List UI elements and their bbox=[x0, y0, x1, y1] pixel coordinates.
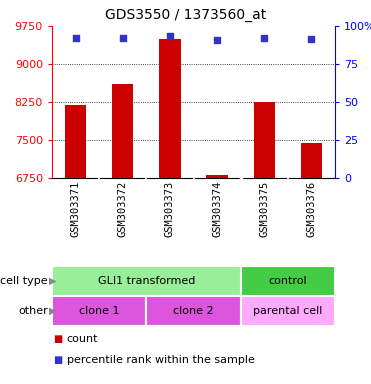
Text: clone 2: clone 2 bbox=[173, 306, 214, 316]
Bar bbox=[146, 296, 241, 326]
Text: GSM303371: GSM303371 bbox=[70, 180, 81, 237]
Bar bbox=[52, 266, 241, 296]
Text: control: control bbox=[269, 276, 307, 286]
Point bbox=[214, 36, 220, 43]
Text: ■: ■ bbox=[53, 355, 62, 365]
Bar bbox=[112, 84, 133, 178]
Text: cell type: cell type bbox=[0, 276, 48, 286]
Bar bbox=[52, 296, 146, 326]
Text: ▶: ▶ bbox=[49, 276, 56, 286]
Bar bbox=[65, 104, 86, 178]
Text: clone 1: clone 1 bbox=[79, 306, 119, 316]
Bar bbox=[301, 142, 322, 178]
Text: GSM303376: GSM303376 bbox=[306, 180, 316, 237]
Text: parental cell: parental cell bbox=[253, 306, 322, 316]
Text: GSM303375: GSM303375 bbox=[259, 180, 269, 237]
Text: GSM303373: GSM303373 bbox=[165, 180, 175, 237]
Text: GSM303374: GSM303374 bbox=[212, 180, 222, 237]
Bar bbox=[254, 102, 275, 178]
Text: percentile rank within the sample: percentile rank within the sample bbox=[67, 355, 255, 365]
Text: count: count bbox=[67, 334, 98, 344]
Text: GLI1 transformed: GLI1 transformed bbox=[98, 276, 195, 286]
Point bbox=[73, 35, 79, 41]
Text: other: other bbox=[18, 306, 48, 316]
Text: ■: ■ bbox=[53, 334, 62, 344]
Text: ▶: ▶ bbox=[49, 306, 56, 316]
Point bbox=[261, 35, 267, 41]
Bar bbox=[159, 39, 181, 178]
Bar bbox=[207, 175, 228, 178]
Point bbox=[167, 33, 173, 39]
Point bbox=[308, 36, 314, 42]
Bar bbox=[241, 296, 335, 326]
Text: GDS3550 / 1373560_at: GDS3550 / 1373560_at bbox=[105, 8, 266, 22]
Point bbox=[120, 35, 126, 41]
Text: GSM303372: GSM303372 bbox=[118, 180, 128, 237]
Bar bbox=[241, 266, 335, 296]
